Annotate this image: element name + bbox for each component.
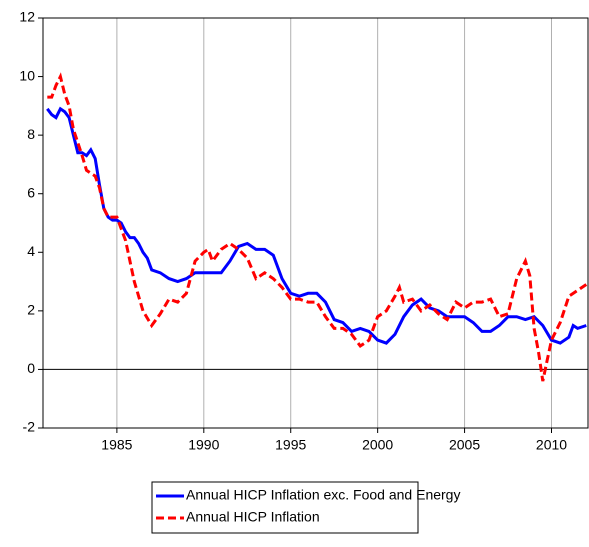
y-tick-label: 8: [27, 126, 35, 142]
y-tick-label: 0: [27, 360, 35, 376]
x-tick-label: 1995: [275, 437, 306, 453]
y-tick-label: -2: [23, 419, 36, 435]
legend-label: Annual HICP Inflation exc. Food and Ener…: [186, 487, 460, 503]
x-tick-label: 2000: [362, 437, 393, 453]
x-tick-label: 1985: [101, 437, 132, 453]
y-tick-label: 10: [19, 67, 35, 83]
y-tick-label: 6: [27, 184, 35, 200]
x-tick-label: 2005: [449, 437, 480, 453]
y-tick-label: 4: [27, 243, 35, 259]
y-tick-label: 2: [27, 302, 35, 318]
plot-frame: [42, 17, 589, 429]
legend-label: Annual HICP Inflation: [186, 509, 320, 525]
y-tick-label: 12: [19, 9, 35, 25]
x-tick-label: 1990: [188, 437, 219, 453]
legend-box: [151, 481, 419, 534]
series-line: [47, 72, 588, 382]
x-tick-label: 2010: [536, 437, 567, 453]
